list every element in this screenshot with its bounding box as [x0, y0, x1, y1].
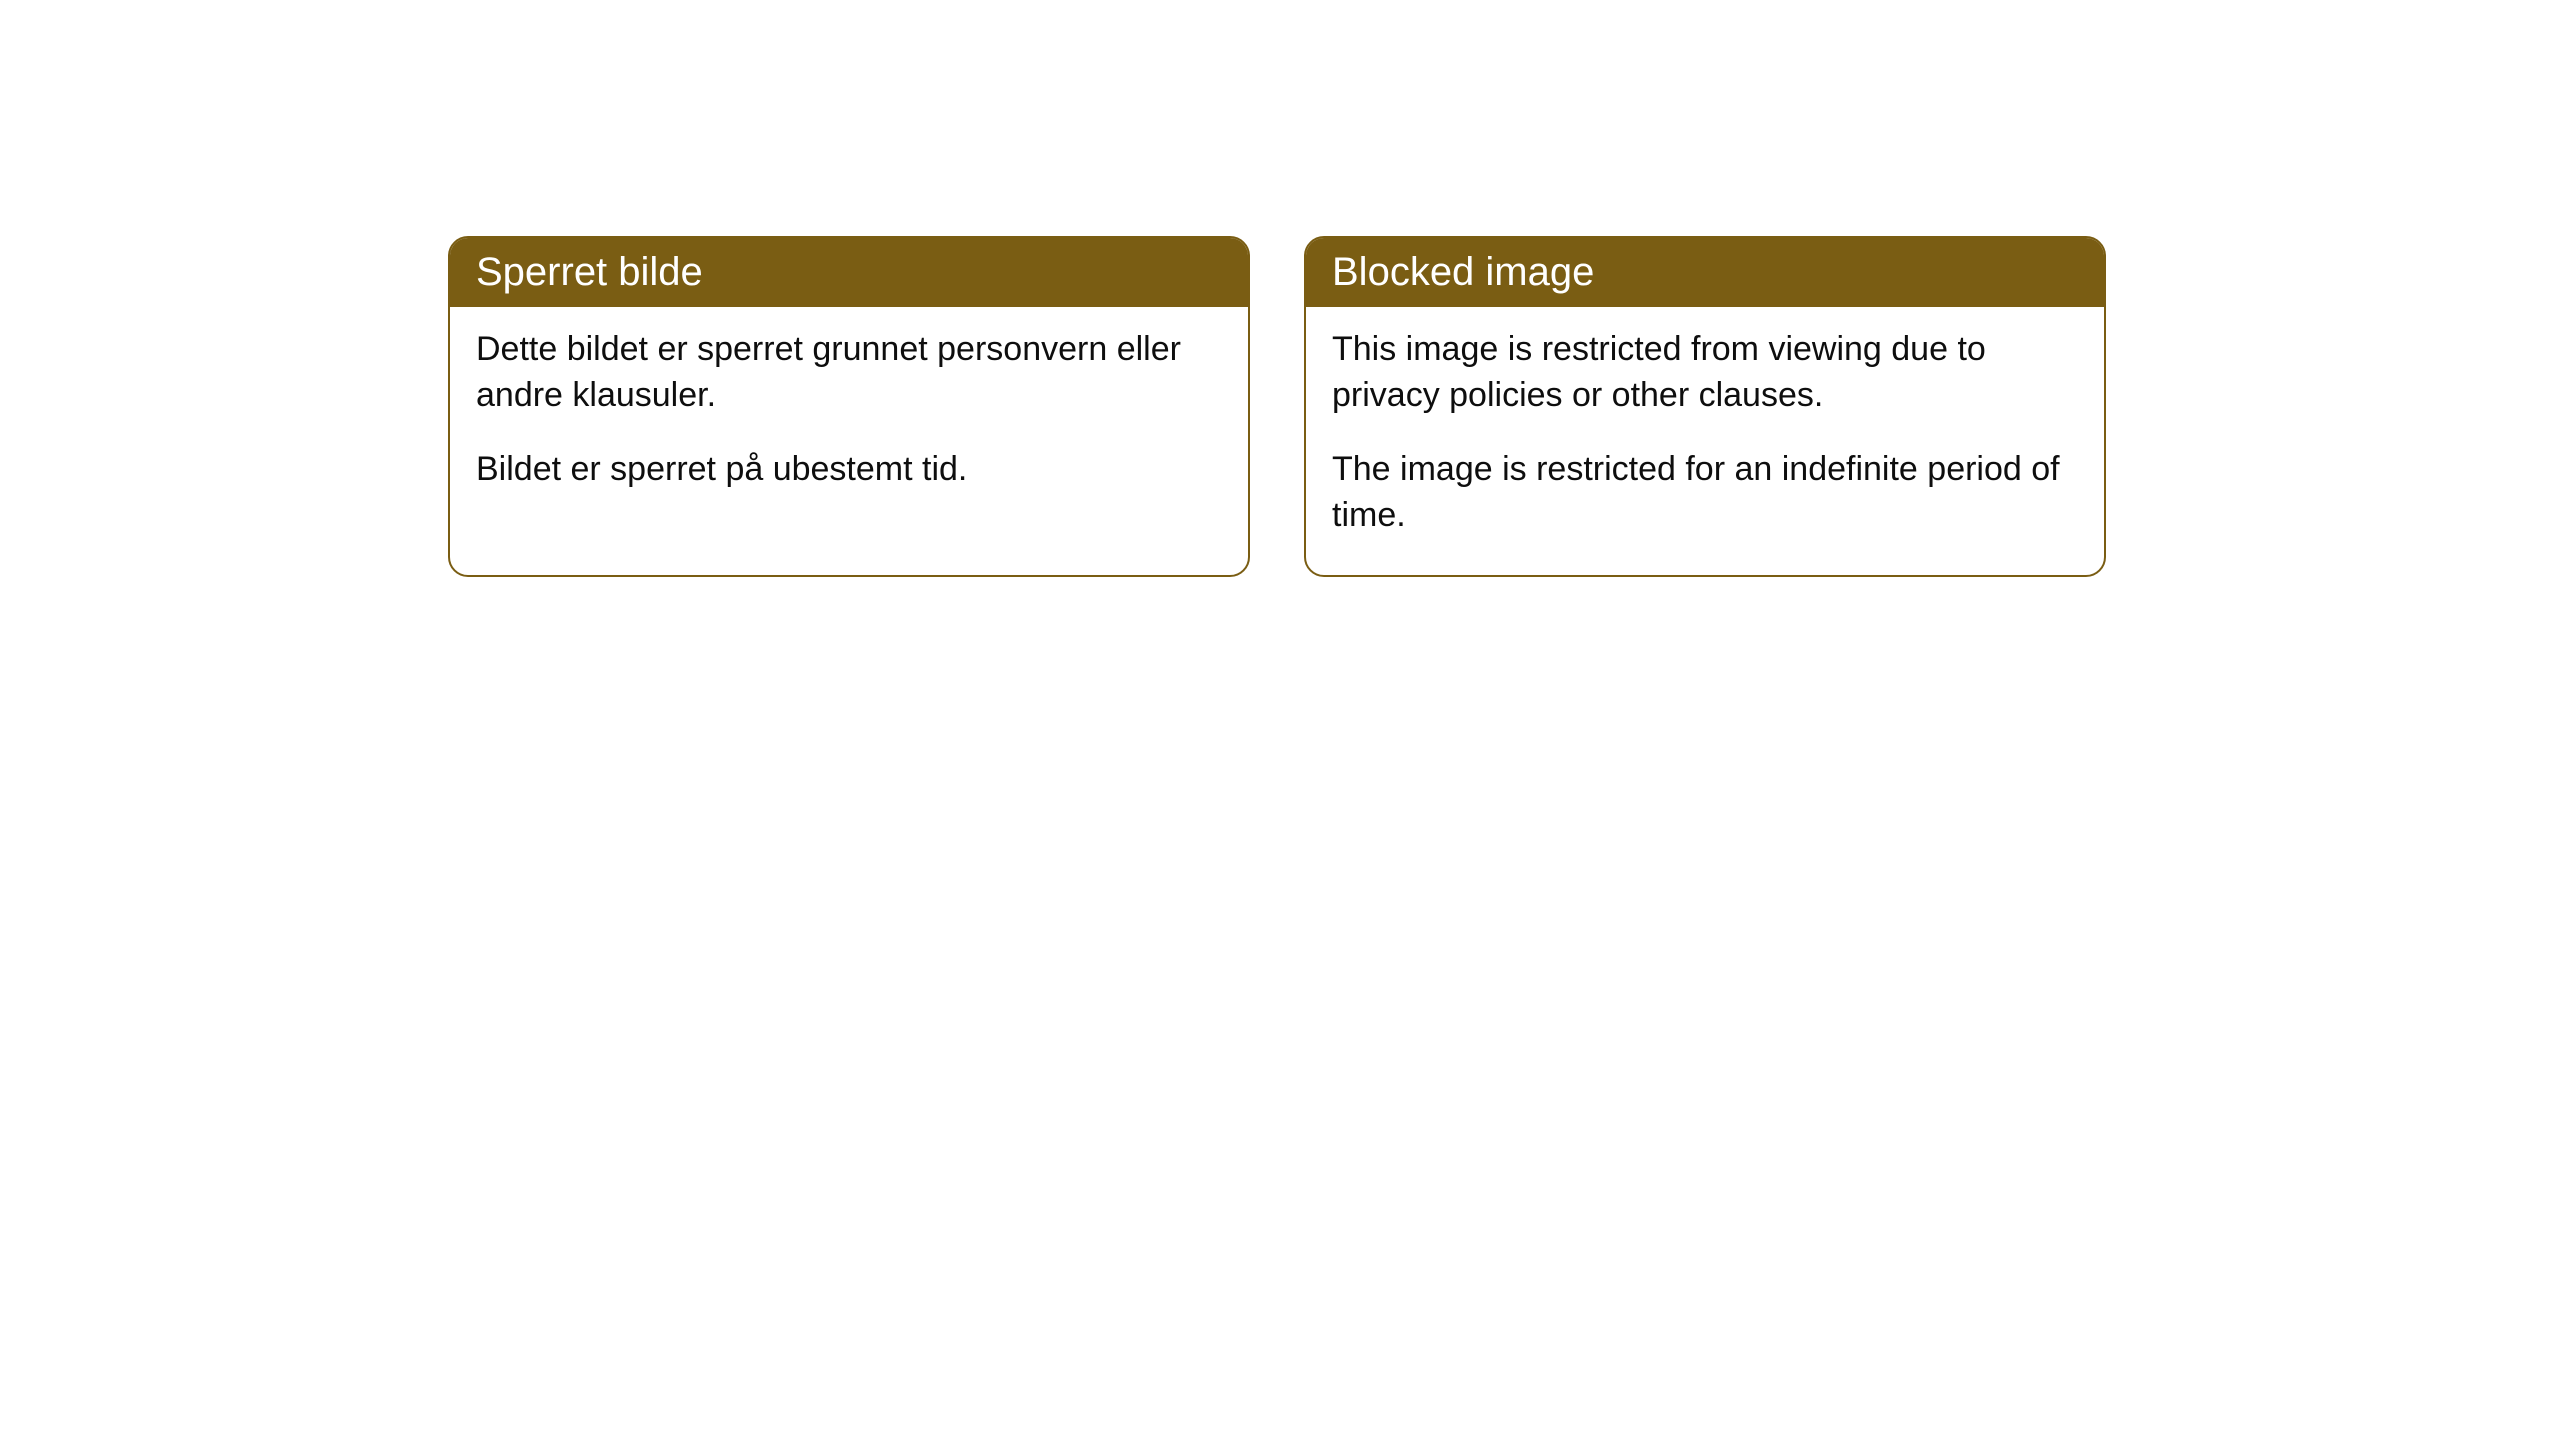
card-paragraph: This image is restricted from viewing du…	[1332, 327, 2078, 419]
card-body-english: This image is restricted from viewing du…	[1306, 307, 2104, 575]
notice-card-norwegian: Sperret bilde Dette bildet er sperret gr…	[448, 236, 1250, 577]
card-paragraph: Bildet er sperret på ubestemt tid.	[476, 447, 1222, 493]
notice-cards-container: Sperret bilde Dette bildet er sperret gr…	[448, 236, 2106, 577]
card-paragraph: The image is restricted for an indefinit…	[1332, 447, 2078, 539]
card-title-norwegian: Sperret bilde	[450, 238, 1248, 307]
notice-card-english: Blocked image This image is restricted f…	[1304, 236, 2106, 577]
card-paragraph: Dette bildet er sperret grunnet personve…	[476, 327, 1222, 419]
card-title-english: Blocked image	[1306, 238, 2104, 307]
card-body-norwegian: Dette bildet er sperret grunnet personve…	[450, 307, 1248, 529]
